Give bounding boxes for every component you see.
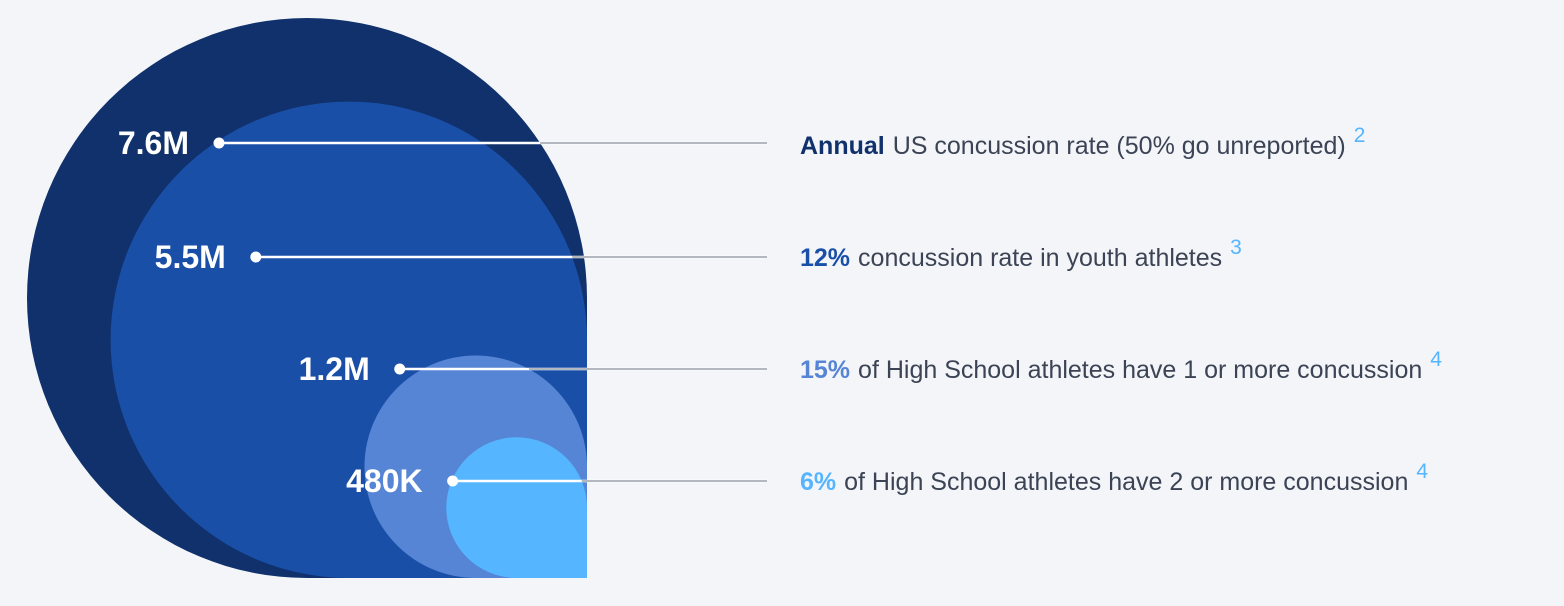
row-highlight: 6%	[800, 467, 837, 496]
footnote-marker: 3	[1230, 236, 1242, 259]
description-row-youth: 12% concussion rate in youth athletes 3	[800, 236, 1242, 278]
leader-dot	[250, 251, 262, 263]
row-text: concussion rate in youth athletes	[858, 243, 1223, 272]
row-highlight: 15%	[800, 355, 851, 384]
value-label: 5.5M	[155, 239, 226, 275]
row-highlight: 12%	[800, 243, 851, 272]
row-text: of High School athletes have 1 or more c…	[858, 355, 1423, 384]
leader-dot	[447, 475, 459, 487]
description-row-high-school-one: 15% of High School athletes have 1 or mo…	[800, 348, 1442, 390]
row-highlight: Annual	[800, 131, 885, 160]
leader-dot	[394, 363, 406, 375]
value-label: 480K	[346, 463, 423, 499]
row-text: US concussion rate (50% go unreported)	[892, 131, 1346, 160]
value-label: 1.2M	[299, 351, 370, 387]
row-text: of High School athletes have 2 or more c…	[844, 467, 1409, 496]
footnote-marker: 4	[1416, 460, 1429, 483]
description-row-annual: Annual US concussion rate (50% go unrepo…	[800, 124, 1366, 166]
description-row-high-school-two: 6% of High School athletes have 2 or mor…	[800, 460, 1429, 502]
footnote-marker: 2	[1353, 124, 1366, 147]
leader-dot	[213, 137, 225, 149]
footnote-marker: 4	[1430, 348, 1442, 371]
bubble-480k	[446, 437, 587, 578]
value-label: 7.6M	[118, 125, 189, 161]
